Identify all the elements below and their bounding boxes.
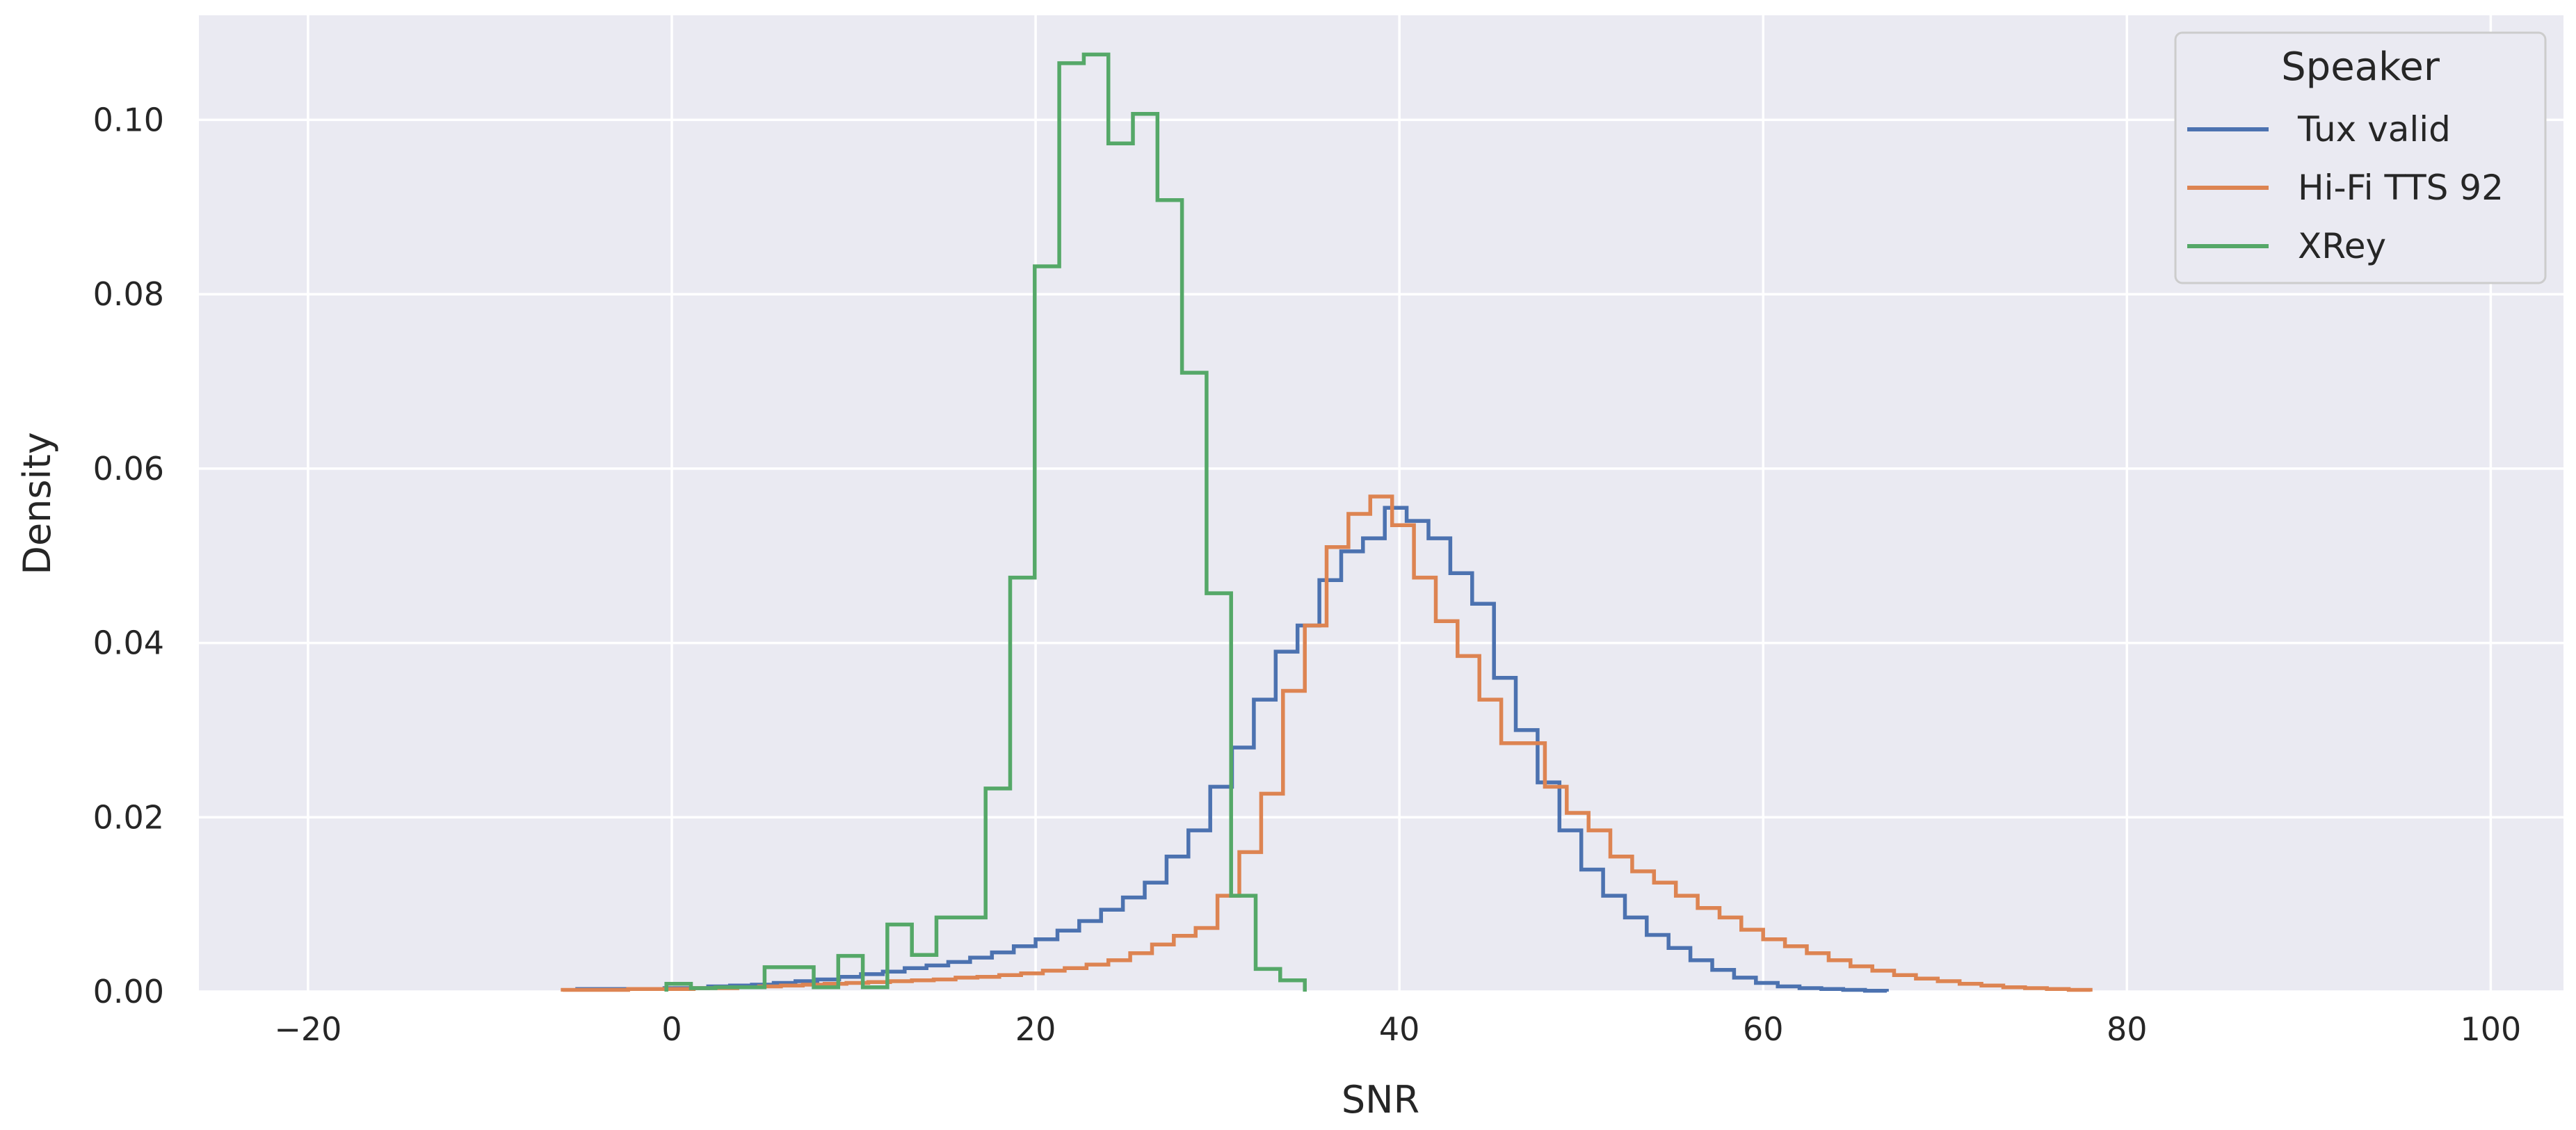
series-line-hi-fi-tts-92	[561, 494, 2093, 992]
legend-box	[2174, 31, 2547, 284]
plot-background	[199, 15, 2563, 992]
series-group	[561, 52, 2093, 993]
y-axis-label: Density	[15, 432, 59, 574]
x-tick-label: −20	[274, 1010, 341, 1048]
y-tick-label: 0.06	[93, 450, 164, 487]
legend-label-hifi-tts-92: Hi-Fi TTS 92	[2298, 168, 2504, 208]
x-tick-label: 100	[2460, 1010, 2521, 1048]
x-axis-label: SNR	[1342, 1078, 1419, 1122]
x-tick-label: 20	[1015, 1010, 1056, 1048]
y-tick-label: 0.02	[93, 798, 164, 836]
legend-title: Speaker	[2281, 45, 2440, 90]
tick-labels: −20 0 20 40 60 80 100 0.00 0.02 0.04 0.06 0.08 0.10	[93, 101, 2522, 1048]
x-tick-label: 60	[1743, 1010, 1784, 1048]
legend-label-xrey: XRey	[2298, 226, 2386, 266]
y-tick-label: 0.08	[93, 275, 164, 313]
legend-label-tux-valid: Tux valid	[2297, 109, 2451, 150]
series-line-xrey	[664, 52, 1307, 992]
y-tick-label: 0.10	[93, 101, 164, 138]
legend: Speaker Tux valid Hi-Fi TTS 92 XRey	[2174, 31, 2547, 284]
x-tick-label: 80	[2107, 1010, 2148, 1048]
y-tick-label: 0.00	[93, 973, 164, 1010]
y-tick-label: 0.04	[93, 624, 164, 662]
series-line-tux-valid	[575, 506, 1889, 993]
x-tick-label: 40	[1379, 1010, 1420, 1048]
x-tick-label: 0	[661, 1010, 682, 1048]
